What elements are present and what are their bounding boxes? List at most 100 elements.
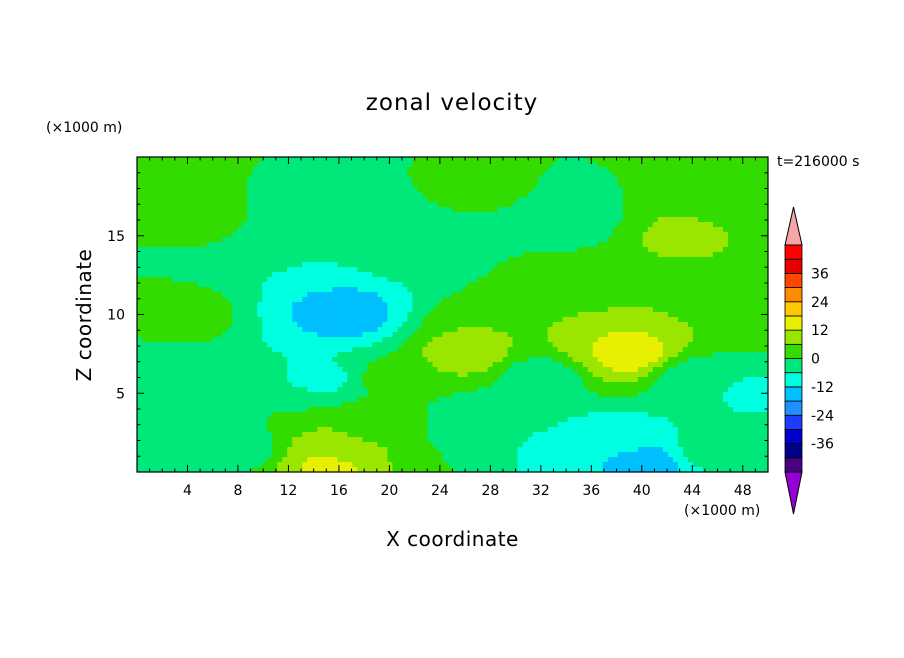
field-cell <box>467 217 474 223</box>
field-cell <box>657 212 664 218</box>
field-cell <box>202 202 208 208</box>
field-cell <box>652 267 659 273</box>
field-cell <box>427 157 434 163</box>
field-cell <box>552 192 559 198</box>
field-cell <box>707 287 714 293</box>
field-cell <box>297 272 303 278</box>
field-cell <box>677 202 684 208</box>
field-cell <box>287 202 293 208</box>
field-cell <box>257 282 263 288</box>
field-cell <box>427 272 434 278</box>
field-cell <box>312 252 318 258</box>
field-cell <box>582 232 589 238</box>
field-cell <box>402 162 409 168</box>
field-cell <box>522 292 529 298</box>
field-cell <box>337 292 343 298</box>
field-cell <box>387 222 394 228</box>
field-cell <box>742 222 749 228</box>
field-cell <box>717 292 724 298</box>
field-cell <box>527 237 534 243</box>
field-cell <box>452 252 459 258</box>
field-cell <box>367 252 373 258</box>
field-cell <box>342 287 348 293</box>
field-cell <box>707 227 714 233</box>
field-cell <box>332 257 338 263</box>
field-cell <box>157 187 163 193</box>
field-cell <box>557 272 564 278</box>
field-cell <box>187 257 193 263</box>
field-cell <box>472 222 479 228</box>
field-cell <box>237 252 243 258</box>
field-cell <box>282 167 288 173</box>
field-cell <box>322 252 328 258</box>
field-cell <box>177 317 183 323</box>
field-cell <box>547 247 554 253</box>
field-cell <box>397 307 404 313</box>
field-cell <box>242 162 248 168</box>
field-cell <box>572 232 579 238</box>
field-cell <box>237 307 243 313</box>
field-cell <box>477 247 484 253</box>
field-cell <box>527 342 534 348</box>
field-cell <box>342 302 348 308</box>
field-cell <box>487 227 494 233</box>
field-cell <box>537 337 544 343</box>
field-cell <box>577 182 584 188</box>
field-cell <box>712 302 719 308</box>
field-cell <box>607 302 614 308</box>
field-cell <box>352 287 358 293</box>
field-cell <box>162 162 168 168</box>
field-cell <box>162 332 168 338</box>
field-cell <box>412 217 419 223</box>
field-cell <box>227 297 233 303</box>
field-cell <box>187 222 193 228</box>
field-cell <box>717 322 724 328</box>
field-cell <box>667 337 674 343</box>
field-cell <box>307 227 313 233</box>
field-cell <box>372 342 378 348</box>
field-cell <box>687 207 694 213</box>
field-cell <box>497 257 504 263</box>
field-cell <box>507 292 514 298</box>
field-cell <box>207 227 213 233</box>
field-cell <box>712 262 719 268</box>
field-cell <box>632 337 639 343</box>
field-cell <box>272 297 278 303</box>
field-cell <box>257 202 263 208</box>
field-cell <box>232 267 238 273</box>
field-cell <box>547 187 554 193</box>
field-cell <box>527 302 534 308</box>
field-cell <box>237 232 243 238</box>
field-cell <box>567 327 574 333</box>
field-cell <box>417 192 424 198</box>
field-cell <box>222 222 228 228</box>
field-cell <box>227 187 233 193</box>
field-cell <box>152 177 158 183</box>
field-cell <box>177 177 183 183</box>
field-cell <box>317 167 323 173</box>
field-cell <box>302 262 308 268</box>
field-cell <box>227 347 233 353</box>
field-cell <box>397 182 404 188</box>
field-cell <box>722 207 729 213</box>
field-cell <box>317 267 323 273</box>
field-cell <box>692 172 699 178</box>
field-cell <box>202 282 208 288</box>
field-cell <box>402 302 409 308</box>
field-cell <box>287 217 293 223</box>
field-cell <box>302 162 308 168</box>
field-cell <box>722 307 729 313</box>
field-cell <box>267 222 273 228</box>
field-cell <box>692 162 699 168</box>
field-cell <box>412 242 419 248</box>
field-cell <box>142 167 148 173</box>
field-cell <box>572 162 579 168</box>
field-cell <box>697 167 704 173</box>
field-cell <box>237 337 243 343</box>
field-cell <box>502 187 509 193</box>
field-cell <box>502 312 509 318</box>
field-cell <box>417 342 424 348</box>
field-cell <box>737 252 744 258</box>
field-cell <box>217 307 223 313</box>
field-cell <box>542 222 549 228</box>
